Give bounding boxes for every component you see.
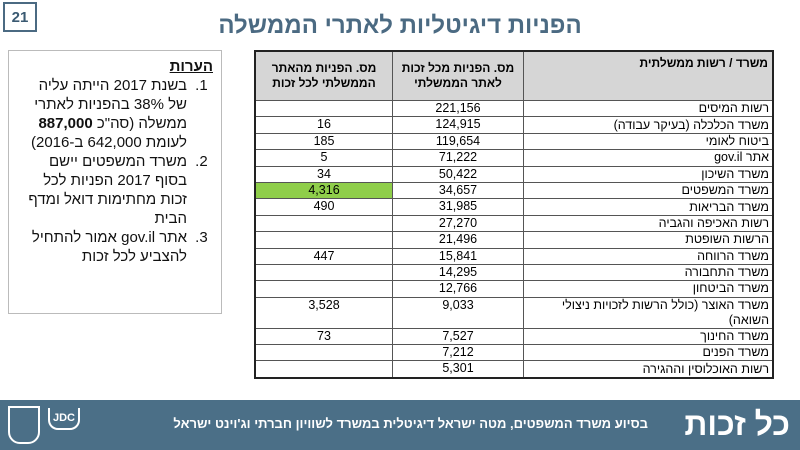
table-row: אתר gov.il 71,222 5: [254, 149, 774, 167]
office-cell: משרד התחבורה: [523, 263, 774, 282]
to-gov-cell: 21,496: [392, 231, 524, 249]
from-gov-cell: 34: [254, 165, 393, 183]
to-gov-cell: 124,915: [392, 116, 524, 134]
to-gov-cell: 7,212: [392, 344, 524, 362]
to-gov-cell: 27,270: [392, 214, 524, 233]
to-gov-cell: 15,841: [392, 247, 524, 265]
table-row: רשות האכיפה והגביה 27,270: [254, 214, 774, 233]
table-row: משרד המשפטים 34,657 4,316: [254, 181, 774, 200]
to-gov-cell: 119,654: [392, 132, 524, 151]
state-emblem-icon: [8, 406, 40, 444]
note-item: משרד המשפטים יישם בסוף 2017 הפניות לכל ז…: [17, 152, 191, 228]
table-row: משרד הביטחון 12,766: [254, 280, 774, 298]
header-from-gov: מס. הפניות מהאתר הממשלתי לכל זכות: [254, 50, 393, 101]
to-gov-cell: 50,422: [392, 165, 524, 183]
office-cell: משרד המשפטים: [523, 181, 774, 200]
table-row: רשות האוכלוסין וההגירה 5,301: [254, 360, 774, 379]
from-gov-cell: [254, 99, 393, 118]
to-gov-cell: 71,222: [392, 149, 524, 167]
table-row: ביטוח לאומי 119,654 185: [254, 132, 774, 151]
note-item: בשנת 2017 הייתה עליה של 38% בהפניות לאתר…: [17, 76, 191, 152]
header-office: משרד / רשות ממשלתית: [523, 50, 774, 101]
from-gov-cell: 3,528: [254, 296, 393, 329]
footer-text: בסיוע משרד המשפטים, מטה ישראל דיגיטלית ב…: [173, 416, 648, 431]
from-gov-cell: [254, 214, 393, 233]
office-cell: משרד האוצר (כולל הרשות לזכויות ניצולי הש…: [523, 296, 774, 329]
jdc-logo: JDC: [48, 408, 81, 430]
table-row: משרד האוצר (כולל הרשות לזכויות ניצולי הש…: [254, 296, 774, 329]
to-gov-cell: 14,295: [392, 263, 524, 282]
notes-list: בשנת 2017 הייתה עליה של 38% בהפניות לאתר…: [17, 76, 213, 266]
referrals-table: משרד / רשות ממשלתית מס. הפניות מכל זכות …: [254, 50, 774, 379]
logo-text: כל זכות: [684, 406, 790, 442]
table-row: משרד הבריאות 31,985 490: [254, 198, 774, 216]
header-to-gov: מס. הפניות מכל זכות לאתר הממשלתי: [392, 50, 524, 101]
from-gov-cell: [254, 231, 393, 249]
page-title: הפניות דיגיטליות לאתרי הממשלה: [218, 12, 582, 39]
office-cell: ביטוח לאומי: [523, 132, 774, 151]
from-gov-cell: 185: [254, 132, 393, 151]
note-item: אתר gov.il אמור להתחיל להצביע לכל זכות: [17, 228, 191, 266]
office-cell: הרשות השופטת: [523, 231, 774, 249]
to-gov-cell: 31,985: [392, 198, 524, 216]
office-cell: רשות המיסים: [523, 99, 774, 118]
office-cell: משרד הפנים: [523, 344, 774, 362]
table-row: משרד הרווחה 15,841 447: [254, 247, 774, 265]
office-cell: משרד הרווחה: [523, 247, 774, 265]
from-gov-cell: [254, 263, 393, 282]
table-row: משרד החינוך 7,527 73: [254, 327, 774, 346]
to-gov-cell: 34,657: [392, 181, 524, 200]
notes-box: הערות בשנת 2017 הייתה עליה של 38% בהפניו…: [8, 50, 222, 314]
office-cell: משרד החינוך: [523, 327, 774, 346]
page-number: 21: [3, 2, 37, 32]
from-gov-cell: [254, 280, 393, 298]
office-cell: רשות האוכלוסין וההגירה: [523, 360, 774, 379]
office-cell: משרד השיכון: [523, 165, 774, 183]
to-gov-cell: 12,766: [392, 280, 524, 298]
office-cell: אתר gov.il: [523, 149, 774, 167]
table-row: משרד הכלכלה (בעיקר עבודה) 124,915 16: [254, 116, 774, 134]
from-gov-cell: [254, 344, 393, 362]
kol-zchut-logo: כל זכות: [684, 406, 790, 443]
to-gov-cell: 221,156: [392, 99, 524, 118]
office-cell: משרד הבריאות: [523, 198, 774, 216]
to-gov-cell: 5,301: [392, 360, 524, 379]
table-row: רשות המיסים 221,156: [254, 99, 774, 118]
footer: JDC בסיוע משרד המשפטים, מטה ישראל דיגיטל…: [0, 400, 800, 450]
from-gov-cell: 5: [254, 149, 393, 167]
table-row: משרד התחבורה 14,295: [254, 263, 774, 282]
from-gov-cell: 447: [254, 247, 393, 265]
from-gov-cell: [254, 360, 393, 379]
notes-heading: הערות: [169, 58, 213, 75]
from-gov-cell: 490: [254, 198, 393, 216]
from-gov-cell: 16: [254, 116, 393, 134]
office-cell: משרד הכלכלה (בעיקר עבודה): [523, 116, 774, 134]
from-gov-cell: 73: [254, 327, 393, 346]
table-row: הרשות השופטת 21,496: [254, 231, 774, 249]
table-row: משרד השיכון 50,422 34: [254, 165, 774, 183]
office-cell: רשות האכיפה והגביה: [523, 214, 774, 233]
to-gov-cell: 9,033: [392, 296, 524, 329]
to-gov-cell: 7,527: [392, 327, 524, 346]
table-row: משרד הפנים 7,212: [254, 344, 774, 362]
office-cell: משרד הביטחון: [523, 280, 774, 298]
from-gov-cell: 4,316: [254, 181, 393, 200]
